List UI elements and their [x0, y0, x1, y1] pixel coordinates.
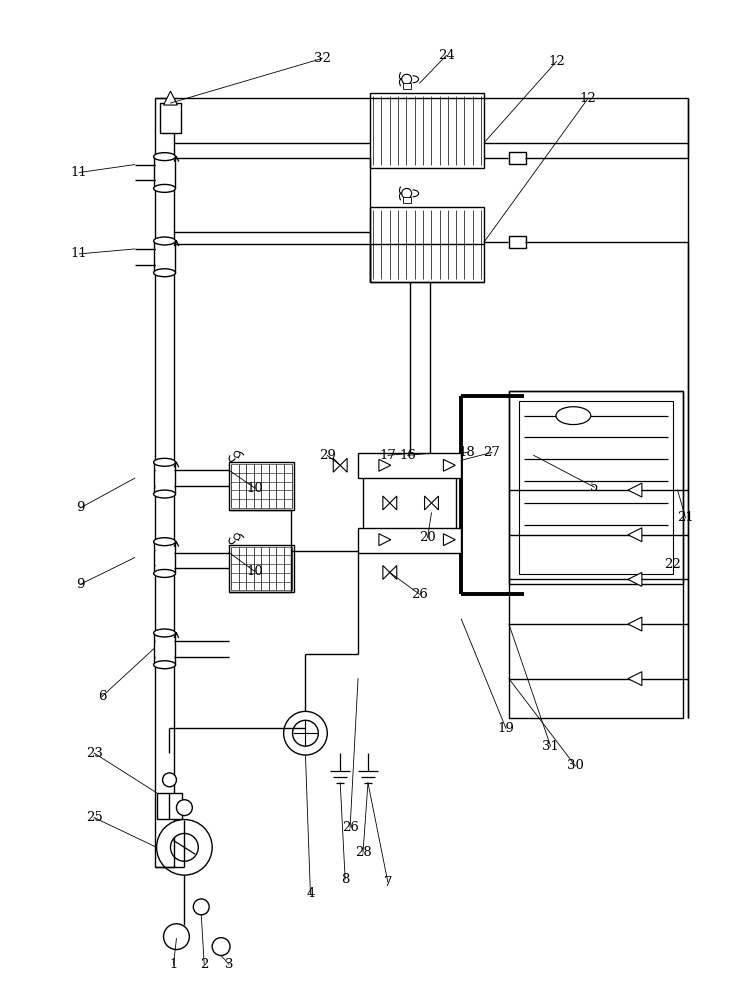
Text: 27: 27 [483, 446, 501, 459]
Ellipse shape [153, 490, 175, 498]
Circle shape [193, 899, 210, 915]
Bar [153, 633, 175, 665]
Text: 21: 21 [677, 511, 694, 524]
Bar [509, 236, 526, 248]
Circle shape [164, 924, 189, 950]
Circle shape [163, 773, 177, 787]
Bar [403, 83, 411, 89]
Bar [160, 103, 182, 133]
Text: 17: 17 [380, 449, 396, 462]
Text: 2: 2 [200, 958, 209, 971]
Polygon shape [164, 91, 177, 105]
Circle shape [402, 74, 412, 84]
Ellipse shape [153, 629, 175, 637]
Ellipse shape [153, 458, 175, 466]
Polygon shape [628, 528, 642, 542]
Text: 30: 30 [567, 759, 584, 772]
Text: 4: 4 [306, 887, 315, 900]
Circle shape [402, 188, 412, 198]
Text: 26: 26 [411, 588, 428, 601]
Polygon shape [443, 534, 456, 546]
Circle shape [284, 711, 327, 755]
Text: 5: 5 [590, 481, 599, 494]
Polygon shape [383, 496, 390, 510]
Circle shape [293, 720, 318, 746]
Polygon shape [390, 565, 397, 579]
Bar [509, 391, 683, 718]
Polygon shape [628, 572, 642, 586]
Text: 12: 12 [580, 92, 596, 105]
Text: 8: 8 [341, 873, 350, 886]
Text: 22: 22 [664, 558, 681, 571]
Text: 20: 20 [419, 531, 436, 544]
Polygon shape [340, 458, 347, 472]
Bar [358, 453, 461, 478]
Circle shape [171, 833, 199, 861]
Ellipse shape [556, 407, 591, 425]
Bar [157, 793, 182, 819]
Text: 28: 28 [355, 846, 372, 859]
Polygon shape [431, 496, 439, 510]
Polygon shape [390, 496, 397, 510]
Ellipse shape [153, 569, 175, 577]
Text: 24: 24 [438, 49, 455, 62]
Bar [153, 542, 175, 573]
Ellipse shape [153, 237, 175, 245]
Text: 31: 31 [542, 740, 559, 753]
Polygon shape [628, 483, 642, 497]
Text: 26: 26 [342, 821, 358, 834]
Polygon shape [628, 672, 642, 686]
Polygon shape [333, 458, 340, 472]
Text: 23: 23 [85, 747, 102, 760]
Text: 10: 10 [247, 565, 264, 578]
Text: 29: 29 [319, 449, 336, 462]
Polygon shape [379, 459, 391, 471]
Polygon shape [628, 617, 642, 631]
Bar [370, 93, 484, 168]
Bar [509, 152, 526, 164]
Text: 12: 12 [548, 55, 565, 68]
Bar [229, 462, 293, 510]
Bar [229, 545, 293, 592]
Text: 11: 11 [71, 166, 88, 179]
Ellipse shape [153, 661, 175, 669]
Circle shape [234, 451, 240, 457]
Text: 9: 9 [76, 501, 85, 514]
Bar [370, 207, 484, 282]
Text: 25: 25 [85, 811, 102, 824]
Bar [358, 528, 461, 553]
Ellipse shape [153, 269, 175, 277]
Text: 10: 10 [247, 482, 264, 495]
Text: 32: 32 [314, 52, 331, 65]
Text: 11: 11 [71, 247, 88, 260]
Text: 19: 19 [497, 722, 515, 735]
Polygon shape [383, 565, 390, 579]
Text: 3: 3 [225, 958, 234, 971]
Bar [403, 197, 411, 203]
Ellipse shape [153, 153, 175, 161]
Text: 18: 18 [459, 446, 475, 459]
Text: 1: 1 [169, 958, 177, 971]
Text: 9: 9 [76, 578, 85, 591]
Text: 6: 6 [98, 690, 107, 703]
Circle shape [157, 820, 212, 875]
Circle shape [177, 800, 192, 816]
Polygon shape [425, 496, 431, 510]
Bar [509, 391, 683, 584]
Bar [153, 462, 175, 494]
Polygon shape [379, 534, 391, 546]
Circle shape [234, 534, 240, 540]
Ellipse shape [153, 184, 175, 192]
Bar [153, 241, 175, 273]
Text: 16: 16 [399, 449, 416, 462]
Bar [519, 401, 672, 574]
Text: 7: 7 [383, 876, 392, 889]
Circle shape [212, 938, 230, 956]
Polygon shape [443, 459, 456, 471]
Bar [153, 157, 175, 188]
Ellipse shape [153, 538, 175, 546]
